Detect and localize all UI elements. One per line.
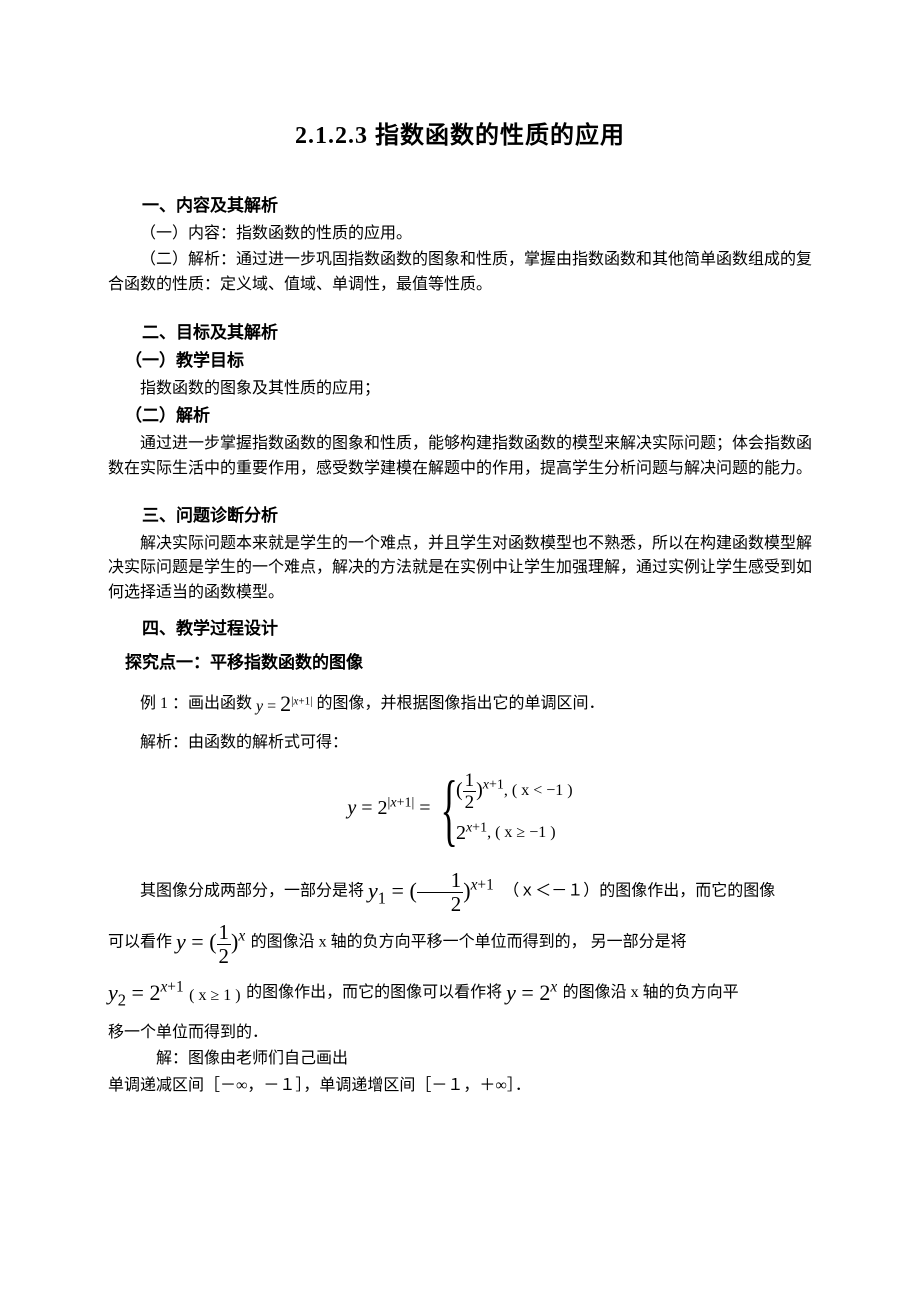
cond-1: , ( x < −1 ) bbox=[504, 779, 573, 804]
case-2: 2x+1 , ( x ≥ −1 ) bbox=[456, 818, 573, 849]
subheading-2-1: （一）教学目标 bbox=[108, 348, 812, 374]
section-goal: 二、目标及其解析 （一）教学目标 指数函数的图象及其性质的应用； （二）解析 通… bbox=[108, 320, 812, 481]
section-diagnosis: 三、问题诊断分析 解决实际问题本来就是学生的一个难点，并且学生对函数模型也不熟悉… bbox=[108, 503, 812, 606]
text: 例 1 ：画出函数 bbox=[140, 695, 256, 712]
text: 的图像沿 x 轴的负方向平 bbox=[563, 984, 739, 1001]
para-1-1: （一）内容：指数函数的性质的应用。 bbox=[108, 222, 812, 247]
den: 2 bbox=[217, 944, 231, 967]
explain-line-a: 其图像分成两部分，一部分是将 y1 = (12)x+1 （ｘ＜－１）的图像作出，… bbox=[108, 868, 812, 915]
formula-y-half-x: y = (12)x bbox=[176, 929, 251, 954]
base: 2 bbox=[378, 797, 388, 819]
explain-line-d: 移一个单位而得到的． bbox=[108, 1021, 812, 1046]
num: 1 bbox=[217, 922, 231, 944]
page-title: 2.1.2.3 指数函数的性质的应用 bbox=[108, 118, 812, 155]
eq: = bbox=[132, 980, 150, 1005]
one-half: 12 bbox=[463, 771, 477, 812]
analysis-label: 解析：由函数的解析式可得： bbox=[108, 731, 812, 756]
num: 1 bbox=[417, 870, 463, 892]
para-2-2: 通过进一步掌握指数函数的图象和性质，能够构建指数函数的模型来解决实际问题；体会指… bbox=[108, 432, 812, 482]
num: 1 bbox=[463, 771, 477, 791]
topic-1: 探究点一：平移指数函数的图像 bbox=[108, 650, 812, 676]
brace-cases: { (12)x+1 , ( x < −1 ) 2x+1 , ( x ≥ −1 ) bbox=[440, 770, 573, 850]
section-process: 四、教学过程设计 探究点一：平移指数函数的图像 例 1 ：画出函数 y = 2|… bbox=[108, 616, 812, 1099]
formula-y1: y1 = (12)x+1 bbox=[368, 878, 499, 903]
text: 的图像作出，而它的图像可以看作将 bbox=[246, 984, 506, 1001]
left-brace: { bbox=[440, 770, 457, 850]
subheading-2-2: （二）解析 bbox=[108, 403, 812, 429]
formula-piecewise: y = 2|x+1| = { (12)x+1 , ( x < −1 ) 2x bbox=[108, 770, 812, 850]
sub2: 2 bbox=[118, 991, 126, 1010]
heading-1: 一、内容及其解析 bbox=[108, 193, 812, 219]
base: 2 bbox=[539, 980, 550, 1005]
text: 的图像沿 x 轴的负方向平移一个单位而得到的， 另一部分是将 bbox=[251, 933, 687, 950]
explain-line-c: y2 = 2x+1 ( x ≥ 1 ) 的图像作出，而它的图像可以看作将 y =… bbox=[108, 970, 812, 1016]
eq: = bbox=[392, 878, 410, 903]
heading-3: 三、问题诊断分析 bbox=[108, 503, 812, 529]
para-1-2: （二）解析：通过进一步巩固指数函数的图象和性质，掌握由指数函数和其他简单函数组成… bbox=[108, 248, 812, 298]
cond-2: , ( x ≥ −1 ) bbox=[487, 821, 555, 846]
sub1: 1 bbox=[378, 888, 386, 907]
section-content: 一、内容及其解析 （一）内容：指数函数的性质的应用。 （二）解析：通过进一步巩固… bbox=[108, 193, 812, 298]
formula-lhs: y = 2|x+1| = bbox=[347, 797, 435, 819]
y: y bbox=[368, 878, 378, 903]
heading-2: 二、目标及其解析 bbox=[108, 320, 812, 346]
rp: ) bbox=[463, 878, 470, 903]
den: 2 bbox=[417, 892, 463, 915]
text: 其图像分成两部分，一部分是将 bbox=[140, 882, 368, 899]
one-half: 12 bbox=[217, 922, 231, 967]
base-2: 2 bbox=[280, 691, 291, 716]
base: 2 bbox=[149, 980, 160, 1005]
case-1: (12)x+1 , ( x < −1 ) bbox=[456, 771, 573, 812]
den: 2 bbox=[463, 791, 477, 812]
formula-y-2x: y = 2x bbox=[506, 980, 563, 1005]
cases: (12)x+1 , ( x < −1 ) 2x+1 , ( x ≥ −1 ) bbox=[456, 771, 573, 849]
solution-note: 解：图像由老师们自己画出 bbox=[108, 1047, 812, 1072]
document-page: 2.1.2.3 指数函数的性质的应用 一、内容及其解析 （一）内容：指数函数的性… bbox=[0, 0, 920, 1302]
formula-inline: y = 2|x+1| bbox=[256, 698, 317, 715]
para-2-1: 指数函数的图象及其性质的应用； bbox=[108, 377, 812, 402]
rp: ) bbox=[476, 779, 483, 801]
text: （ｘ＜－１）的图像作出，而它的图像 bbox=[503, 882, 775, 899]
formula-y2: y2 = 2x+1 ( x ≥ 1 ) bbox=[108, 980, 246, 1005]
explain-line-b: 可以看作 y = (12)x 的图像沿 x 轴的负方向平移一个单位而得到的， 另… bbox=[108, 919, 812, 966]
para-3-1: 解决实际问题本来就是学生的一个难点，并且学生对函数模型也不熟悉，所以在构建函数模… bbox=[108, 532, 812, 606]
cond: ( x ≥ 1 ) bbox=[189, 987, 240, 1004]
lp: ( bbox=[409, 878, 416, 903]
text: 的图像，并根据图像指出它的单调区间． bbox=[317, 695, 605, 712]
y: y bbox=[108, 980, 118, 1005]
one-half: 12 bbox=[417, 870, 463, 915]
text: 可以看作 bbox=[108, 933, 176, 950]
lp: ( bbox=[209, 929, 216, 954]
text: （二）解析：通过进一步巩固指数函数的图象和性质，掌握由指数函数和其他简单函数组成… bbox=[108, 251, 812, 293]
example-1: 例 1 ：画出函数 y = 2|x+1| 的图像，并根据图像指出它的单调区间． bbox=[108, 681, 812, 727]
monotone-intervals: 单调递减区间［－∞，－１］，单调递增区间［－１，＋∞］． bbox=[108, 1074, 812, 1099]
heading-4: 四、教学过程设计 bbox=[108, 616, 812, 642]
var-y: y bbox=[256, 698, 263, 715]
